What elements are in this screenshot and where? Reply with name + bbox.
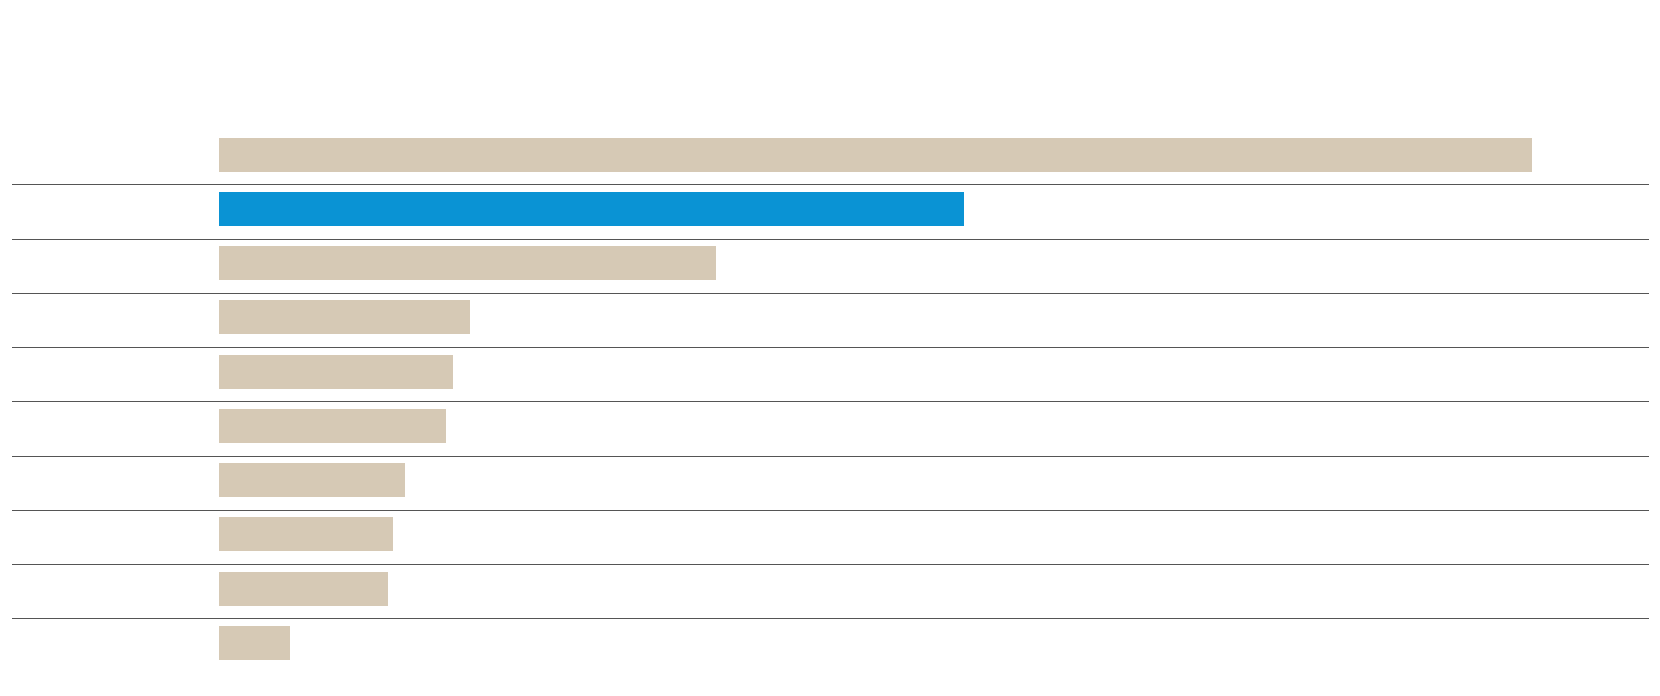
bar [219, 571, 388, 606]
bar-row [12, 517, 1649, 565]
bar-row [12, 246, 1649, 294]
bar [219, 300, 470, 335]
bar-row [12, 300, 1649, 348]
bar [219, 517, 393, 552]
bar-row [12, 571, 1649, 620]
bar [219, 408, 446, 443]
bar [219, 137, 1532, 172]
bar [219, 463, 405, 497]
bar-row [12, 463, 1649, 511]
highlighted-bar [219, 191, 964, 226]
bar-row [12, 625, 1649, 674]
bar [219, 246, 716, 280]
bar [219, 625, 290, 660]
bar-row [12, 191, 1649, 240]
bar-chart [12, 131, 1649, 674]
bar-row [12, 354, 1649, 403]
bar-row [12, 408, 1649, 457]
bar [219, 354, 453, 389]
bar-row [12, 137, 1649, 186]
